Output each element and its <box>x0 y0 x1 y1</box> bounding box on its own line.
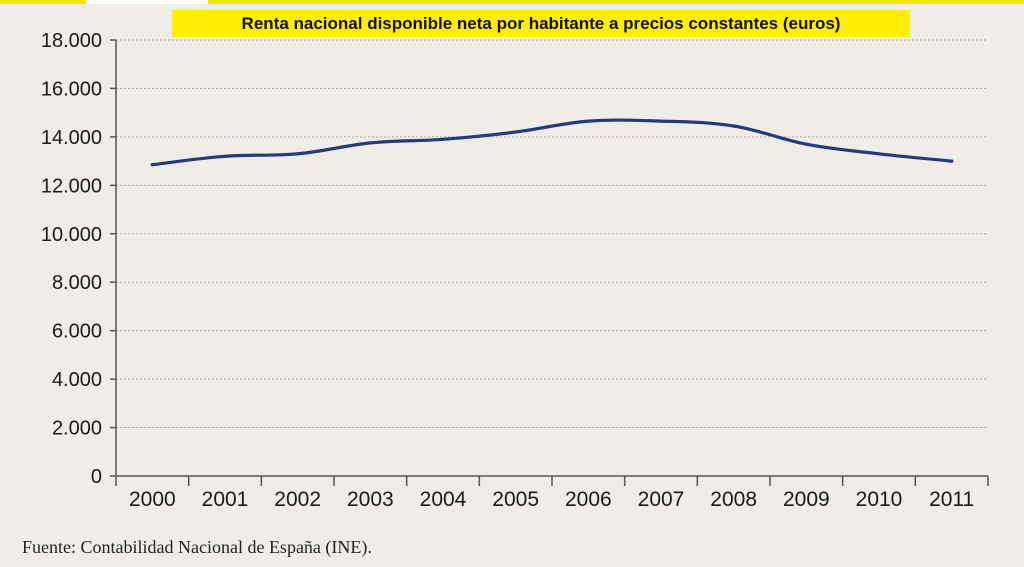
data-point <box>804 142 808 146</box>
data-point <box>223 154 227 158</box>
x-tick-label: 2004 <box>420 488 467 511</box>
y-tick-label: 16.000 <box>41 78 102 100</box>
x-tick-label: 2010 <box>856 488 903 511</box>
top-accent-band <box>0 0 1024 4</box>
data-point <box>441 137 445 141</box>
top-accent-tab <box>86 0 208 4</box>
x-tick-label: 2008 <box>710 488 757 511</box>
data-point <box>732 124 736 128</box>
data-point <box>296 152 300 156</box>
x-tick-label: 2002 <box>274 488 321 511</box>
x-tick-label: 2009 <box>783 488 830 511</box>
y-tick-label: 4.000 <box>52 369 102 391</box>
x-tick-label: 2006 <box>565 488 612 511</box>
data-point <box>586 119 590 123</box>
chart-title: Renta nacional disponible neta por habit… <box>172 10 910 37</box>
y-tick-label: 12.000 <box>41 175 102 197</box>
x-tick-label: 2011 <box>929 488 974 511</box>
y-tick-labels: 0 2.000 4.000 6.000 8.000 10.000 12.000 14.000 1… <box>41 30 116 488</box>
data-point <box>150 163 154 167</box>
x-tick-label: 2005 <box>492 488 539 511</box>
data-point <box>514 130 518 134</box>
series <box>150 118 954 167</box>
line-chart: 0 2.000 4.000 6.000 8.000 10.000 12.000 14.000 1… <box>41 30 989 511</box>
y-tick-label: 10.000 <box>41 224 102 246</box>
x-tick-labels: 2000 2001 2002 2003 2004 2005 2006 2007 2008 2009… <box>115 476 989 511</box>
y-tick-label: 18.000 <box>41 30 102 52</box>
y-tick-label: 2.000 <box>52 418 102 440</box>
gridlines <box>116 39 988 429</box>
series-line <box>150 118 954 167</box>
x-tick-label: 2007 <box>638 488 685 511</box>
x-tick-label: 2003 <box>347 488 394 511</box>
axes <box>115 40 988 477</box>
data-point <box>659 119 663 123</box>
y-tick-label: 8.000 <box>52 272 102 294</box>
data-point <box>368 141 372 145</box>
source-note: Fuente: Contabilidad Nacional de España … <box>22 537 372 557</box>
data-point <box>950 159 954 163</box>
data-point <box>877 152 881 156</box>
y-tick-label: 0 <box>91 466 102 488</box>
x-tick-label: 2000 <box>129 488 176 511</box>
y-tick-label: 6.000 <box>52 321 102 343</box>
x-tick-label: 2001 <box>202 488 249 511</box>
y-tick-label: 14.000 <box>41 127 102 149</box>
